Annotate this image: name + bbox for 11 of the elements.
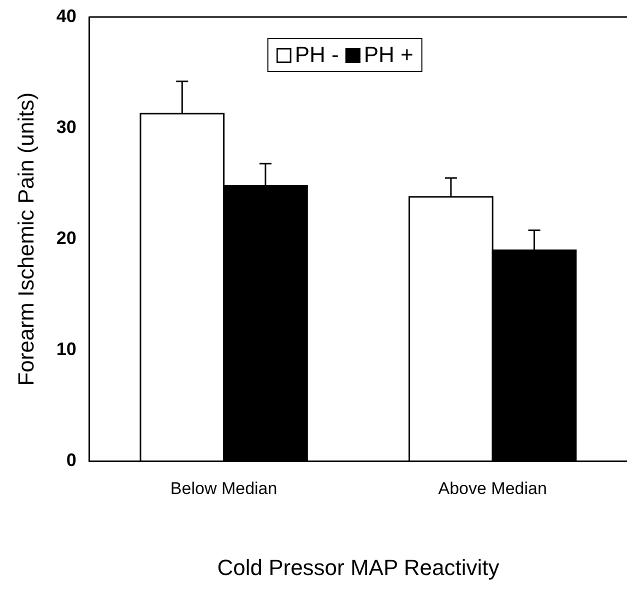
x-tick-label: Below Median	[170, 479, 278, 498]
legend-label: PH -	[294, 42, 339, 68]
y-tick-label: 10	[56, 339, 76, 360]
y-tick-label: 0	[66, 450, 76, 470]
y-axis-title: Forearm Ischemic Pain (units)	[13, 92, 38, 386]
y-tick-label: 40	[56, 6, 76, 26]
y-tick-label: 20	[56, 228, 76, 248]
x-tick-label: Above Median	[438, 479, 547, 498]
y-tick-label: 30	[56, 117, 76, 138]
legend-label: PH +	[364, 42, 414, 68]
x-axis-title: Cold Pressor MAP Reactivity	[217, 554, 500, 580]
